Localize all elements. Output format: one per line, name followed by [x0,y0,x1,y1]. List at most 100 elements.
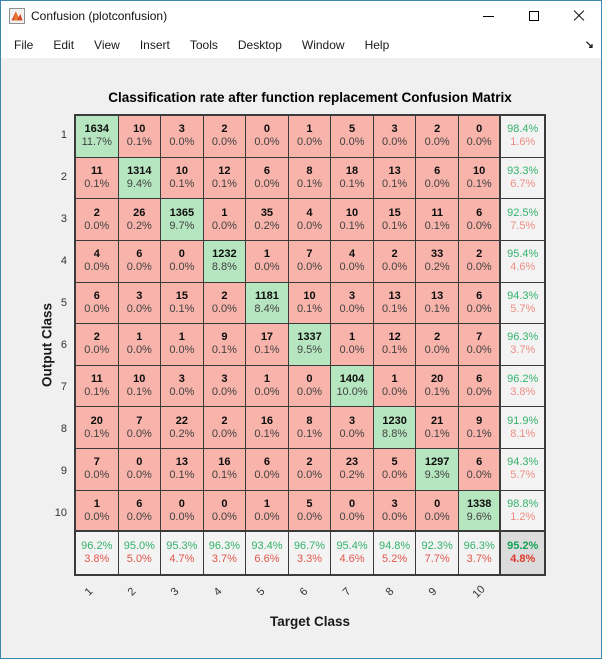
matrix-cell-3-10: 6 0.0% [458,199,502,241]
matrix-cell-4-8: 2 0.0% [373,240,417,283]
menu-item-tools[interactable]: Tools [189,37,218,52]
matrix-cell-5-5: 1181 8.4% [246,282,289,325]
matrix-cell-10-8: 3 0.0% [373,490,417,533]
matrix-cell-1-5: 0 0.0% [246,116,289,158]
row-summary-cell-1: 98.4% 1.6% [501,116,544,158]
matrix-cell-9-3: 13 0.1% [161,449,204,491]
matrix-cell-9-2: 0 0.0% [118,449,162,491]
x-tick-3: 3 [168,585,182,599]
matrix-cell-9-7: 23 0.2% [331,449,374,491]
matrix-cell-2-2: 1314 9.4% [118,157,162,200]
matrix-cell-8-7: 3 0.0% [331,407,374,450]
col-summary-cell-7: 95.4% 4.6% [331,532,374,574]
y-tick-3: 3 [60,213,67,225]
matrix-cell-9-5: 6 0.0% [246,449,289,491]
maximize-button[interactable] [511,1,556,31]
y-tick-10: 10 [54,507,67,519]
matrix-cell-5-6: 10 0.1% [288,282,332,325]
y-tick-8: 8 [60,423,67,435]
matrix-cell-1-6: 1 0.0% [288,116,332,158]
matrix-cell-10-4: 0 0.0% [203,490,247,533]
matrix-cell-4-3: 0 0.0% [161,240,204,283]
matrix-cell-5-10: 6 0.0% [458,282,502,325]
maximize-icon [528,11,539,21]
row-summary-cell-10: 98.8% 1.2% [501,490,544,533]
x-tick-9: 9 [426,585,440,599]
matrix-cell-3-7: 10 0.1% [331,199,374,241]
menu-item-window[interactable]: Window [301,37,345,52]
matrix-cell-8-2: 7 0.0% [118,407,162,450]
y-tick-2: 2 [60,171,67,183]
menu-item-insert[interactable]: Insert [139,37,170,52]
dock-arrow-icon[interactable]: ↘ [584,39,594,51]
menu-item-file[interactable]: File [14,37,34,52]
matrix-cell-4-2: 6 0.0% [118,240,162,283]
matrix-cell-1-4: 2 0.0% [203,116,247,158]
row-summary-cell-5: 94.3% 5.7% [501,282,544,325]
y-tick-7: 7 [60,381,67,393]
matrix-cell-8-5: 16 0.1% [246,407,289,450]
matrix-cell-10-10: 1338 9.6% [458,490,502,533]
x-tick-5: 5 [254,585,268,599]
matrix-cell-5-9: 13 0.1% [416,282,459,325]
col-summary-cell-8: 94.8% 5.2% [373,532,417,574]
menu-item-desktop[interactable]: Desktop [237,37,282,52]
y-axis-ticks: 1 2 3 4 5 6 7 8 9 10 [1,114,67,534]
matrix-cell-6-9: 2 0.0% [416,324,459,366]
matrix-cell-4-9: 33 0.2% [416,240,459,283]
matrix-cell-8-8: 1230 8.8% [373,407,417,450]
minimize-button[interactable] [466,1,511,31]
matrix-cell-5-2: 3 0.0% [118,282,162,325]
matrix-cell-4-10: 2 0.0% [458,240,502,283]
matrix-cell-7-3: 3 0.0% [161,365,204,408]
matrix-cell-1-9: 2 0.0% [416,116,459,158]
matrix-cell-4-6: 7 0.0% [288,240,332,283]
matrix-cell-2-5: 6 0.0% [246,157,289,200]
menu-item-view[interactable]: View [94,37,120,52]
matrix-cell-6-10: 7 0.0% [458,324,502,366]
matrix-cell-3-1: 2 0.0% [76,199,119,241]
x-tick-6: 6 [297,585,311,599]
matrix-cell-9-6: 2 0.0% [288,449,332,491]
matrix-cell-10-9: 0 0.0% [416,490,459,533]
y-tick-1: 1 [60,129,67,141]
col-summary-cell-3: 95.3% 4.7% [161,532,204,574]
menubar: File Edit View Insert Tools Desktop Window Help… [1,31,601,58]
matrix-cell-6-2: 1 0.0% [118,324,162,366]
matrix-cell-2-6: 8 0.1% [288,157,332,200]
col-summary-cell-6: 96.7% 3.3% [288,532,332,574]
col-summary-cell-4: 96.3% 3.7% [203,532,247,574]
matrix-cell-6-6: 1337 9.5% [288,324,332,366]
y-tick-9: 9 [60,465,67,477]
matrix-cell-9-8: 5 0.0% [373,449,417,491]
row-summary-cell-2: 93.3% 6.7% [501,157,544,200]
row-summary-cell-4: 95.4% 4.6% [501,240,544,283]
matrix-cell-9-4: 16 0.1% [203,449,247,491]
matrix-cell-8-6: 8 0.1% [288,407,332,450]
matrix-cell-7-10: 6 0.0% [458,365,502,408]
matrix-cell-1-10: 0 0.0% [458,116,502,158]
row-summary-cell-8: 91.9% 8.1% [501,407,544,450]
matrix-cell-8-9: 21 0.1% [416,407,459,450]
matrix-cell-1-3: 3 0.0% [161,116,204,158]
window-controls [466,1,601,31]
matrix-cell-8-4: 2 0.0% [203,407,247,450]
matrix-cell-1-1: 1634 11.7% [76,116,119,158]
menu-item-edit[interactable]: Edit [53,37,75,52]
x-axis-label: Target Class [269,614,351,629]
y-tick-5: 5 [60,297,67,309]
matrix-cell-1-8: 3 0.0% [373,116,417,158]
menu-item-help[interactable]: Help [364,37,390,52]
matrix-cell-10-1: 1 0.0% [76,490,119,533]
matrix-cell-2-4: 12 0.1% [203,157,247,200]
x-axis-ticks: 1 2 3 4 5 6 7 8 9 10 [1,578,601,608]
matrix-cell-5-8: 13 0.1% [373,282,417,325]
figure-canvas: Classification rate after function repla… [1,58,601,658]
y-tick-6: 6 [60,339,67,351]
matrix-cell-3-8: 15 0.1% [373,199,417,241]
matrix-cell-4-5: 1 0.0% [246,240,289,283]
close-button[interactable] [556,1,601,31]
confusion-grid: 1634 11.7% 10 0.1% 3 0.0% 2 0.0% 0 0.0% 1 0.0% 5 0.0%… [74,114,546,576]
close-icon [573,10,585,22]
